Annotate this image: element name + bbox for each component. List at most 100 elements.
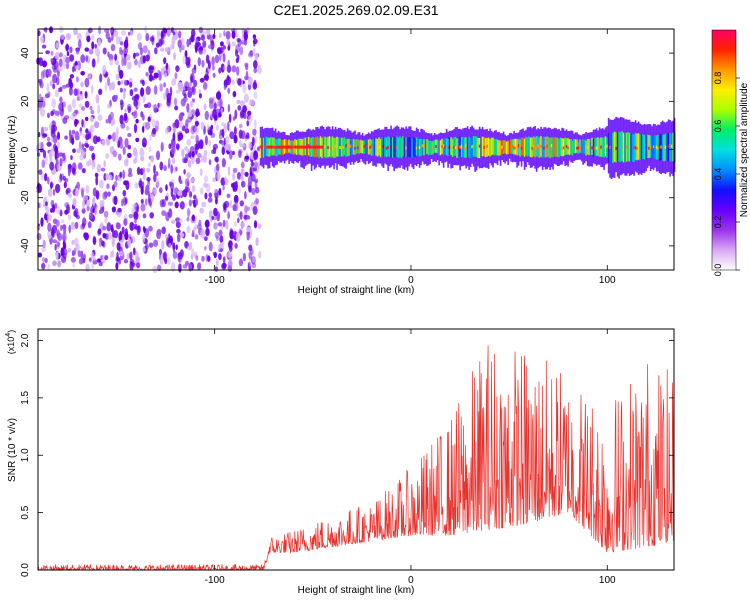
- spectrogram-cell: [191, 233, 195, 238]
- spectrogram-cell: [253, 67, 258, 74]
- spectrogram-cell: [204, 192, 208, 200]
- spectrogram-cell: [224, 181, 228, 186]
- spectrogram-cell: [282, 145, 285, 149]
- spectrogram-cell: [190, 254, 194, 260]
- spectrogram-cell: [220, 63, 225, 73]
- spectrogram-cell: [354, 146, 357, 150]
- spectrogram-cell: [54, 110, 60, 116]
- spectrogram-cell: [135, 137, 140, 143]
- spectrogram-cell: [558, 138, 560, 158]
- spectrogram-cell: [393, 136, 395, 158]
- spectrogram-cell: [100, 167, 106, 172]
- spectrogram-cell: [243, 31, 248, 41]
- spectrogram-cell: [101, 139, 106, 146]
- spectrogram-y-ticks: -40 -20 0 20 40: [20, 47, 674, 253]
- spectrogram-cell: [104, 81, 108, 92]
- spectrogram-cell: [182, 189, 188, 198]
- spectrogram-cell: [184, 123, 188, 130]
- spectrogram-cell: [179, 232, 185, 238]
- spectrogram-cell: [158, 248, 163, 255]
- spectrogram-cell: [589, 139, 592, 156]
- spectrogram-cell: [238, 258, 244, 267]
- spectrogram-cell: [241, 32, 245, 43]
- spectrogram-cell: [61, 224, 67, 230]
- spectrogram-cell: [631, 133, 634, 162]
- spectrogram-cell: [654, 135, 656, 159]
- spectrogram-cell: [57, 260, 62, 268]
- spectrogram-cell: [40, 141, 44, 151]
- spectrogram-cell: [193, 79, 198, 88]
- spectrogram-cell: [646, 134, 649, 158]
- spectrogram-cell: [248, 76, 253, 86]
- spectrogram-cell: [328, 136, 331, 157]
- spectrogram-cell: [233, 194, 239, 204]
- spectrogram-cell: [144, 198, 148, 206]
- spectrogram-cell: [172, 34, 177, 40]
- spectrogram-cell: [330, 146, 333, 150]
- spectrogram-cell: [103, 210, 109, 218]
- spectrogram-cell: [292, 145, 295, 149]
- spectrogram-cell: [71, 222, 75, 227]
- spectrogram-cell: [172, 157, 175, 164]
- spectrogram-cell: [360, 139, 362, 153]
- spectrogram-cell: [42, 257, 46, 263]
- spectrogram-cell: [373, 138, 376, 155]
- spectrogram-cell: [164, 47, 169, 53]
- spectrogram-cell: [161, 27, 167, 37]
- spectrogram-cell: [189, 191, 193, 198]
- spectrogram-cell: [229, 149, 233, 160]
- spectrogram-cell: [634, 146, 637, 150]
- spectrogram-cell: [90, 251, 95, 261]
- spectrogram-cell: [253, 220, 258, 229]
- spectrogram-cell: [63, 242, 67, 250]
- spectrogram-cell: [616, 131, 619, 162]
- spectrogram-cell: [204, 73, 209, 82]
- spectrogram-cell: [475, 136, 478, 157]
- spectrogram-cell: [529, 137, 532, 158]
- spectrogram-cell: [660, 145, 663, 149]
- spectrogram-cell: [85, 143, 90, 148]
- spectrogram-cell: [591, 137, 593, 155]
- spectrogram-cell: [148, 242, 154, 248]
- spectrogram-cell: [121, 30, 126, 36]
- spectrogram-cell: [117, 64, 121, 74]
- spectrogram-cell: [175, 244, 178, 250]
- spectrogram-cell: [81, 188, 84, 198]
- spectrogram-cell: [363, 144, 366, 148]
- y-tick-label: -40: [20, 238, 31, 253]
- spectrogram-cell: [236, 66, 240, 76]
- spectrogram-cell: [177, 39, 182, 48]
- spectrogram-cell: [195, 198, 199, 206]
- spectrogram-cell: [37, 183, 42, 193]
- spectrogram-cell: [385, 146, 388, 150]
- spectrogram-cell: [147, 162, 152, 168]
- spectrogram-cell: [651, 135, 653, 158]
- spectrogram-cell: [244, 171, 249, 177]
- spectrogram-cell: [54, 145, 59, 155]
- spectrogram-cell: [198, 92, 202, 99]
- spectrogram-cell: [91, 133, 94, 143]
- spectrogram-cell: [643, 135, 646, 160]
- spectrogram-cell: [238, 129, 243, 139]
- spectrogram-cell: [570, 139, 572, 155]
- spectrogram-cell: [224, 143, 229, 151]
- spectrogram-cell: [246, 120, 250, 127]
- spectrogram-cell: [226, 76, 231, 86]
- spectrogram-cell: [41, 246, 46, 253]
- spectrogram-cell: [471, 145, 474, 149]
- x-tick-label: 100: [599, 275, 616, 286]
- spectrogram-cell: [92, 236, 97, 246]
- snr-series-line: [37, 345, 675, 572]
- spectrogram-cell: [47, 112, 50, 119]
- spectrogram-cell: [122, 146, 126, 155]
- spectrogram-cell: [74, 119, 79, 125]
- spectrogram-cell: [109, 250, 114, 258]
- spectrogram-cell: [300, 145, 303, 149]
- spectrogram-cell: [219, 135, 223, 140]
- spectrogram-cell: [91, 152, 96, 161]
- spectrogram-cell: [441, 144, 444, 148]
- spectrogram-cell: [226, 39, 230, 45]
- spectrogram-cell: [390, 137, 392, 158]
- spectrogram-cell: [190, 34, 195, 43]
- spectrogram-cell: [129, 81, 133, 88]
